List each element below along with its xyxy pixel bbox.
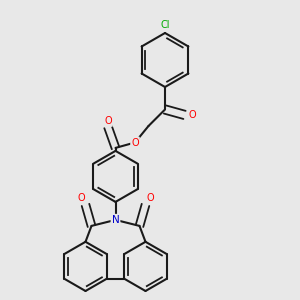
Text: O: O bbox=[104, 116, 112, 126]
Text: O: O bbox=[146, 193, 154, 203]
Text: O: O bbox=[131, 137, 139, 148]
Text: Cl: Cl bbox=[160, 20, 170, 31]
Text: O: O bbox=[188, 110, 196, 120]
Text: N: N bbox=[112, 215, 119, 225]
Text: O: O bbox=[77, 193, 85, 203]
